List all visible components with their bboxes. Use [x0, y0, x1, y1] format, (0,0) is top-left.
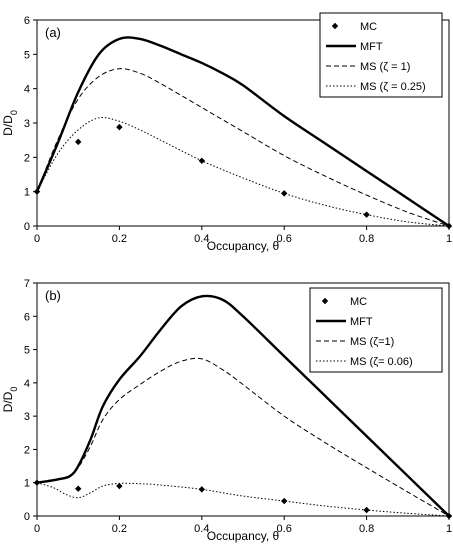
mc-data-point: [116, 482, 123, 490]
legend-entry: MS (ζ= 0.06): [350, 356, 413, 368]
x-axis-label: Occupancy, θ: [207, 239, 280, 253]
legend-box: [319, 12, 443, 98]
legend-entry: MS (ζ = 1): [360, 61, 410, 73]
chart-panel-b: 0 1 2 3 4 5 6 7 0 0.2 0.4 0.6 0.8 1 Occupancy, θ D/D0 (b…: [1, 278, 453, 543]
chart-panel-a: 0 1 2 3 4 5 6 0 0.2 0.4 0.6 0.8 1 Occupancy, θ D/D0 (a)…: [1, 12, 453, 253]
series-line-thick: [35, 36, 450, 227]
series-line-dashed: [36, 357, 450, 517]
x-tick-label: 0.4: [194, 233, 209, 245]
plot-frame: [36, 282, 450, 517]
y-tick-label: 2: [24, 444, 30, 456]
mc-data-point: [75, 485, 82, 492]
mc-data-point: [75, 138, 82, 146]
mc-data-point: [198, 486, 205, 493]
x-tick-label: 0.8: [359, 523, 374, 535]
legend-marker: [321, 297, 329, 305]
legend: MC MFT MS (ζ = 1) MS (ζ = 0.25): [319, 12, 443, 98]
legend-entry: MFT: [360, 41, 383, 53]
y-tick-label: 4: [24, 378, 30, 390]
y-tick-label: 0: [24, 221, 30, 233]
legend-entry: MS (ζ=1): [350, 336, 394, 348]
y-axis-label: D/D0: [1, 387, 19, 413]
legend-entry: MC: [350, 296, 367, 308]
panel-label: (a): [45, 25, 61, 40]
y-tick-label: 5: [24, 345, 30, 357]
y-tick-label: 1: [24, 187, 30, 199]
legend-marker: [331, 22, 339, 30]
y-tick-label: 0: [24, 511, 30, 523]
x-tick-label: 0.4: [194, 523, 209, 535]
x-tick-label: 1: [446, 233, 452, 245]
x-tick-label: 0.6: [277, 233, 292, 245]
y-tick-label: 6: [24, 311, 30, 323]
x-tick-label: 0.2: [112, 523, 127, 535]
series-line-dashed: [36, 68, 450, 227]
series-line-dotted: [36, 117, 450, 227]
x-tick-label: 0: [34, 523, 40, 535]
legend: MC MFT MS (ζ=1) MS (ζ= 0.06): [309, 287, 443, 373]
mc-data-point: [116, 123, 123, 131]
legend-entry: MS (ζ = 0.25): [360, 81, 426, 93]
x-tick-label: 1: [446, 523, 452, 535]
x-tick-label: 0: [34, 233, 40, 245]
legend-box: [309, 287, 443, 373]
y-tick-label: 4: [24, 84, 30, 96]
y-tick-label: 2: [24, 152, 30, 164]
legend-entry: MC: [360, 21, 377, 33]
y-axis-label: D/D0: [1, 110, 19, 136]
y-tick-label: 6: [24, 15, 30, 27]
y-tick-label: 3: [24, 411, 30, 423]
y-tick-label: 3: [24, 118, 30, 130]
series-line-thick: [36, 294, 450, 517]
mc-data-point: [281, 190, 288, 197]
x-tick-label: 0.2: [112, 233, 127, 245]
y-tick-label: 7: [24, 278, 30, 290]
y-tick-label: 5: [24, 49, 30, 61]
x-tick-label: 0.8: [359, 233, 374, 245]
panel-label: (b): [45, 288, 61, 303]
legend-entry: MFT: [350, 316, 373, 328]
mc-data-point: [281, 497, 288, 505]
series-line-dotted: [36, 482, 450, 517]
x-axis-label: Occupancy, θ: [207, 529, 280, 543]
y-tick-label: 1: [24, 478, 30, 490]
x-tick-label: 0.6: [277, 523, 292, 535]
